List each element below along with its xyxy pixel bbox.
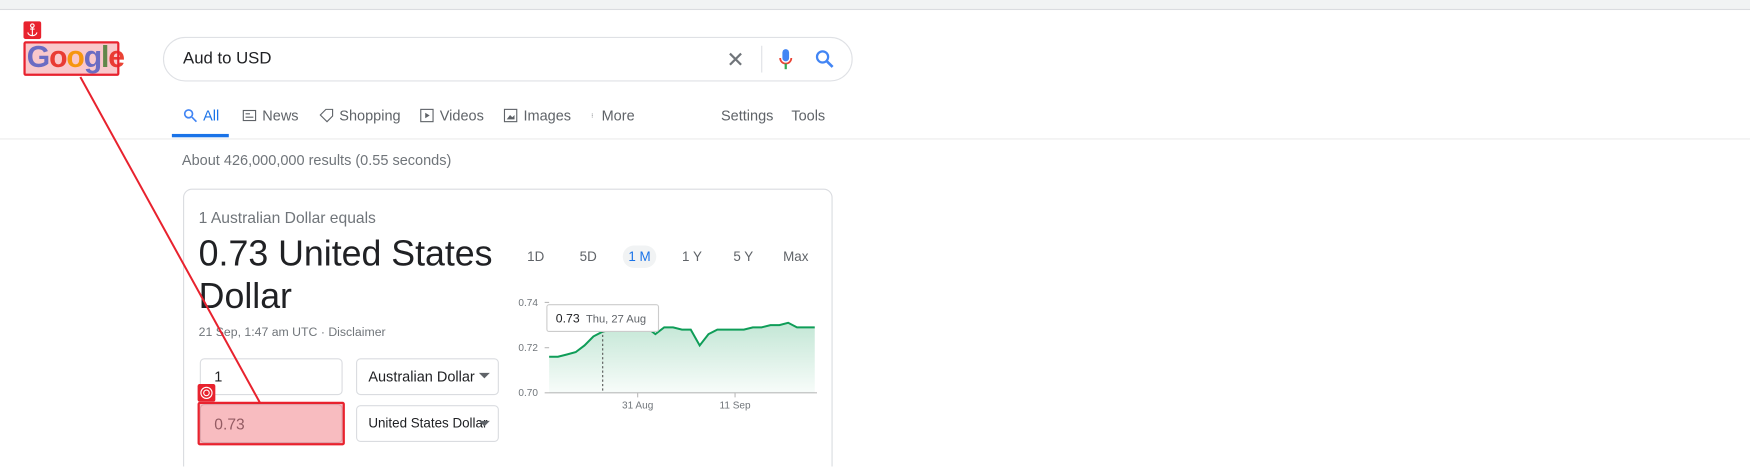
annotation-box <box>23 41 120 76</box>
header-divider <box>0 138 1750 140</box>
annotation-connector <box>79 76 261 404</box>
annotation-box <box>197 401 345 446</box>
dropdown-caret <box>478 420 490 427</box>
tooltip-date: Thu, 27 Aug <box>586 314 646 326</box>
tab[interactable]: Shopping <box>319 107 401 124</box>
url-bar <box>0 0 1750 11</box>
area <box>549 322 815 393</box>
tab[interactable]: Images <box>503 107 571 124</box>
tab-label: Images <box>523 107 572 124</box>
active-tab-underline <box>171 133 229 138</box>
range-button[interactable]: 5 Y <box>733 248 754 265</box>
result-stats: About 426,000,000 results (0.55 seconds) <box>181 151 452 169</box>
converter-card <box>183 188 833 467</box>
anchor-icon <box>23 21 42 40</box>
logo-letter: g <box>83 40 102 74</box>
range-button[interactable]: 5D <box>579 248 597 265</box>
target-icon <box>197 383 216 402</box>
tab-label: Settings <box>721 107 774 124</box>
tab-label: More <box>601 107 635 124</box>
logo[interactable]: Google <box>26 40 125 75</box>
converter-result: 0.73 United States Dollar <box>198 233 493 316</box>
chart: 0.74 0.72 0.70 31 Aug 11 Sep 0.73 Thu, 27 Aug <box>518 298 817 411</box>
search-box[interactable] <box>162 36 853 82</box>
tab[interactable]: News <box>242 107 299 124</box>
search-query[interactable]: Aud to USD <box>183 49 272 69</box>
timestamp: 21 Sep, 1:47 am UTC · Disclaimer <box>198 325 386 340</box>
x-tick-label: 31 Aug <box>622 400 653 411</box>
tab-label: Tools <box>791 107 826 124</box>
range-button[interactable]: 1 M <box>622 245 657 268</box>
tab-label: Videos <box>439 107 484 124</box>
logo-letter: o <box>49 40 67 74</box>
search-icon[interactable] <box>815 49 835 69</box>
y-tick-label: 0.70 <box>518 388 538 399</box>
to-currency[interactable]: United States Dollar <box>356 405 499 442</box>
settings-link[interactable]: Settings <box>721 107 773 124</box>
tab-label: News <box>262 107 299 124</box>
tab-label: All <box>203 107 220 124</box>
mic-icon[interactable] <box>778 48 794 70</box>
to-amount[interactable]: 0.73 <box>199 404 343 444</box>
tab-label: Shopping <box>339 107 401 124</box>
tooltip-value: 0.73 <box>556 312 580 326</box>
y-tick-label: 0.72 <box>518 343 538 354</box>
x-tick-label: 11 Sep <box>720 400 751 411</box>
logo-letter: o <box>66 40 84 74</box>
from-currency[interactable]: Australian Dollar <box>356 358 499 396</box>
tooltip <box>546 304 660 333</box>
clear-icon[interactable] <box>727 50 745 68</box>
tab[interactable]: Videos <box>420 107 484 124</box>
y-tick-label: 0.74 <box>518 298 538 309</box>
range-button[interactable]: 1D <box>527 248 545 265</box>
logo-letter: e <box>108 40 125 74</box>
logo-letter: G <box>26 40 50 74</box>
range-button[interactable]: 1 Y <box>682 248 702 265</box>
line <box>549 321 815 358</box>
logo-letter: l <box>101 40 109 74</box>
tools-link[interactable]: Tools <box>791 107 825 124</box>
divider <box>761 45 763 73</box>
from-amount[interactable]: 1 <box>199 358 343 396</box>
dropdown-caret <box>478 372 490 379</box>
range-button[interactable]: Max <box>783 248 809 265</box>
tab[interactable]: More <box>591 107 635 124</box>
tab[interactable]: All <box>183 107 219 124</box>
converter-header: 1 Australian Dollar equals <box>198 208 376 227</box>
